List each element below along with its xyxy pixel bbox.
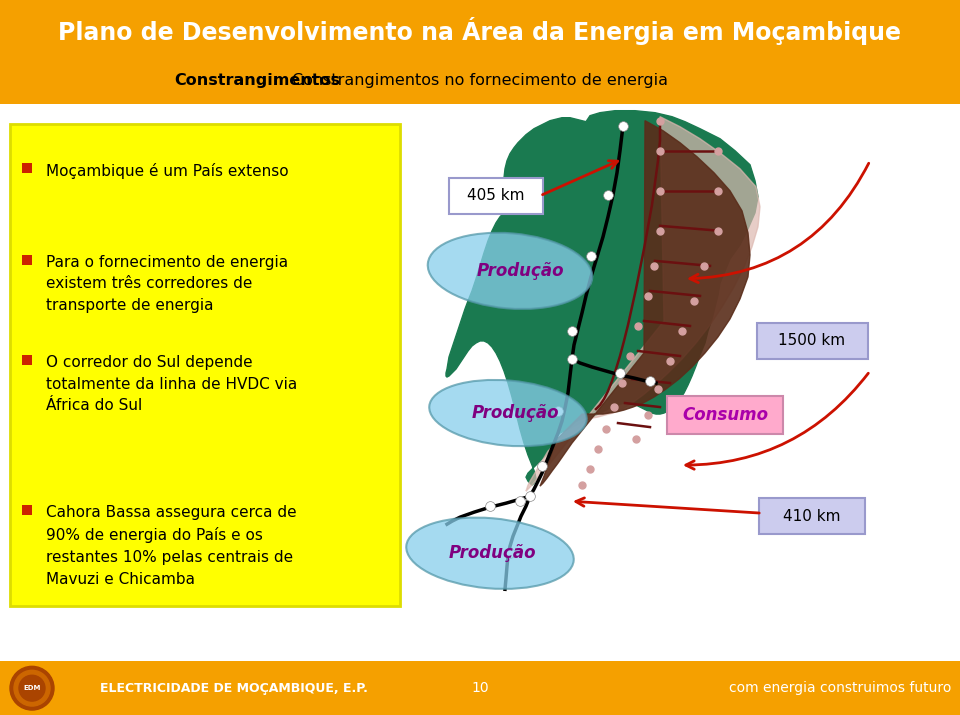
Text: Para o fornecimento de energia
existem três corredores de
transporte de energia: Para o fornecimento de energia existem t… <box>46 255 288 313</box>
FancyBboxPatch shape <box>757 323 868 359</box>
Text: Produção: Produção <box>476 262 564 280</box>
FancyBboxPatch shape <box>759 498 865 534</box>
FancyBboxPatch shape <box>449 178 543 214</box>
FancyBboxPatch shape <box>667 396 783 434</box>
Polygon shape <box>540 121 750 486</box>
Ellipse shape <box>428 233 592 309</box>
Ellipse shape <box>406 518 574 589</box>
FancyBboxPatch shape <box>10 124 400 606</box>
Text: Consumo: Consumo <box>682 406 768 424</box>
Text: Moçambique é um País extenso: Moçambique é um País extenso <box>46 163 289 179</box>
Polygon shape <box>526 117 760 491</box>
Text: EDM: EDM <box>23 685 40 691</box>
FancyBboxPatch shape <box>22 355 32 365</box>
Text: Plano de Desenvolvimento na Área da Energia em Moçambique: Plano de Desenvolvimento na Área da Ener… <box>59 17 901 45</box>
FancyBboxPatch shape <box>22 163 32 173</box>
Text: Cahora Bassa assegura cerca de
90% de energia do País e os
restantes 10% pelas c: Cahora Bassa assegura cerca de 90% de en… <box>46 506 297 586</box>
Polygon shape <box>446 111 758 485</box>
Text: 10: 10 <box>471 681 489 695</box>
FancyBboxPatch shape <box>0 661 960 715</box>
FancyArrowPatch shape <box>685 373 868 469</box>
FancyArrowPatch shape <box>690 163 869 282</box>
FancyBboxPatch shape <box>22 255 32 265</box>
Text: Constrangimentos no fornecimento de energia: Constrangimentos no fornecimento de ener… <box>292 74 668 89</box>
Text: ELECTRICIDADE DE MOÇAMBIQUE, E.P.: ELECTRICIDADE DE MOÇAMBIQUE, E.P. <box>100 681 368 695</box>
Circle shape <box>19 675 45 701</box>
Text: 1500 km: 1500 km <box>779 333 846 348</box>
Text: Constrangimentos: Constrangimentos <box>175 74 340 89</box>
Circle shape <box>14 671 50 706</box>
Circle shape <box>10 666 54 710</box>
Text: Produção: Produção <box>471 404 559 422</box>
Text: 410 km: 410 km <box>783 508 841 523</box>
Text: Produção: Produção <box>448 544 536 562</box>
Text: O corredor do Sul depende
totalmente da linha de HVDC via
África do Sul: O corredor do Sul depende totalmente da … <box>46 355 298 413</box>
Text: 405 km: 405 km <box>468 188 525 203</box>
Text: com energia construimos futuro: com energia construimos futuro <box>729 681 951 695</box>
FancyBboxPatch shape <box>0 0 960 104</box>
FancyBboxPatch shape <box>22 506 32 516</box>
Ellipse shape <box>429 380 587 446</box>
